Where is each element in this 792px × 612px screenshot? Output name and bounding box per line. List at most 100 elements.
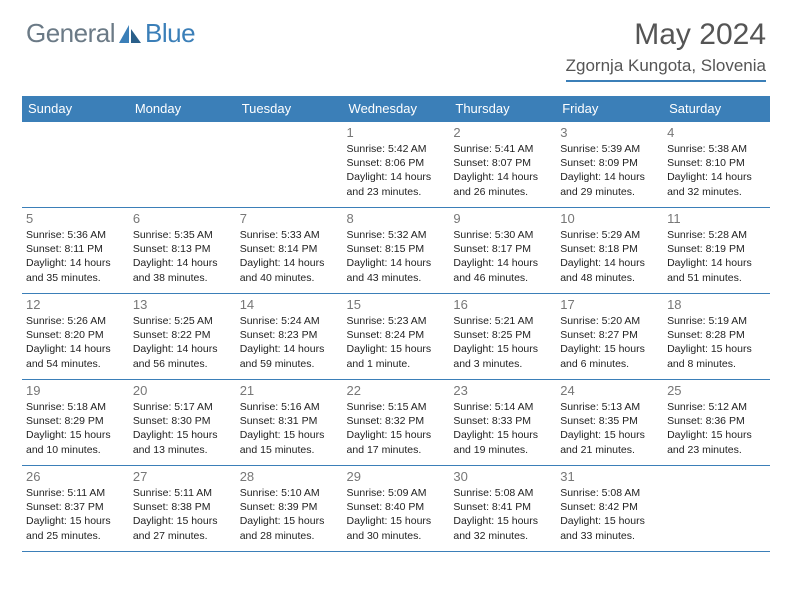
calendar-day-cell: 24Sunrise: 5:13 AMSunset: 8:35 PMDayligh… (556, 380, 663, 466)
weekday-header-row: SundayMondayTuesdayWednesdayThursdayFrid… (22, 96, 770, 122)
day-number: 17 (560, 297, 659, 312)
day-number: 21 (240, 383, 339, 398)
day-info: Sunrise: 5:36 AMSunset: 8:11 PMDaylight:… (26, 228, 125, 285)
day-number: 9 (453, 211, 552, 226)
day-info: Sunrise: 5:39 AMSunset: 8:09 PMDaylight:… (560, 142, 659, 199)
day-number: 30 (453, 469, 552, 484)
day-info: Sunrise: 5:29 AMSunset: 8:18 PMDaylight:… (560, 228, 659, 285)
day-number: 8 (347, 211, 446, 226)
day-number: 22 (347, 383, 446, 398)
day-info: Sunrise: 5:14 AMSunset: 8:33 PMDaylight:… (453, 400, 552, 457)
day-number: 5 (26, 211, 125, 226)
day-number: 10 (560, 211, 659, 226)
day-info: Sunrise: 5:13 AMSunset: 8:35 PMDaylight:… (560, 400, 659, 457)
calendar-day-cell: 29 Sunrise: 5:09 AMSunset: 8:40 PMDayligh… (343, 466, 450, 552)
day-number: 2 (453, 125, 552, 140)
day-number: 28 (240, 469, 339, 484)
day-info: Sunrise: 5:41 AMSunset: 8:07 PMDaylight:… (453, 142, 552, 199)
calendar-day-cell: 25 Sunrise: 5:12 AMSunset: 8:36 PMDayligh… (663, 380, 770, 466)
brand-logo: General Blue (26, 18, 195, 49)
day-info: Sunrise: 5:17 AMSunset: 8:30 PMDaylight:… (133, 400, 232, 457)
day-number: 19 (26, 383, 125, 398)
day-number: 29 (347, 469, 446, 484)
weekday-header: Saturday (663, 96, 770, 122)
brand-part1: General (26, 18, 115, 48)
calendar-day-cell: 15 Sunrise: 5:23 AMSunset: 8:24 PMDayligh… (343, 294, 450, 380)
day-info: Sunrise: 5:16 AMSunset: 8:31 PMDaylight:… (240, 400, 339, 457)
calendar-day-cell: 9 Sunrise: 5:30 AMSunset: 8:17 PMDaylight… (449, 208, 556, 294)
day-info: Sunrise: 5:19 AMSunset: 8:28 PMDaylight:… (667, 314, 766, 371)
day-number: 15 (347, 297, 446, 312)
day-info: Sunrise: 5:08 AMSunset: 8:41 PMDaylight:… (453, 486, 552, 543)
day-info: Sunrise: 5:42 AMSunset: 8:06 PMDaylight:… (347, 142, 446, 199)
calendar-day-cell: 17Sunrise: 5:20 AMSunset: 8:27 PMDayligh… (556, 294, 663, 380)
weekday-header: Monday (129, 96, 236, 122)
brand-text2: Blue (145, 18, 195, 49)
day-number: 16 (453, 297, 552, 312)
calendar-day-cell: 30 Sunrise: 5:08 AMSunset: 8:41 PMDayligh… (449, 466, 556, 552)
weekday-header: Thursday (449, 96, 556, 122)
calendar-wrap: SundayMondayTuesdayWednesdayThursdayFrid… (0, 88, 792, 552)
calendar-week-row: 26 Sunrise: 5:11 AMSunset: 8:37 PMDayligh… (22, 466, 770, 552)
day-info: Sunrise: 5:35 AMSunset: 8:13 PMDaylight:… (133, 228, 232, 285)
calendar-week-row: 12 Sunrise: 5:26 AMSunset: 8:20 PMDayligh… (22, 294, 770, 380)
day-number: 25 (667, 383, 766, 398)
calendar-day-cell: 22 Sunrise: 5:15 AMSunset: 8:32 PMDayligh… (343, 380, 450, 466)
calendar-day-cell: 18 Sunrise: 5:19 AMSunset: 8:28 PMDayligh… (663, 294, 770, 380)
calendar-day-cell: 14Sunrise: 5:24 AMSunset: 8:23 PMDayligh… (236, 294, 343, 380)
day-number: 20 (133, 383, 232, 398)
calendar-day-cell: 3 Sunrise: 5:39 AMSunset: 8:09 PMDaylight… (556, 122, 663, 208)
day-info: Sunrise: 5:09 AMSunset: 8:40 PMDaylight:… (347, 486, 446, 543)
calendar-body: 1Sunrise: 5:42 AMSunset: 8:06 PMDaylight… (22, 122, 770, 552)
day-info: Sunrise: 5:23 AMSunset: 8:24 PMDaylight:… (347, 314, 446, 371)
calendar-empty-cell (236, 122, 343, 208)
calendar-day-cell: 23 Sunrise: 5:14 AMSunset: 8:33 PMDayligh… (449, 380, 556, 466)
calendar-day-cell: 6Sunrise: 5:35 AMSunset: 8:13 PMDaylight… (129, 208, 236, 294)
location-label: Zgornja Kungota, Slovenia (566, 56, 766, 82)
day-info: Sunrise: 5:32 AMSunset: 8:15 PMDaylight:… (347, 228, 446, 285)
calendar-empty-cell (129, 122, 236, 208)
month-title: May 2024 (566, 18, 766, 52)
calendar-day-cell: 4 Sunrise: 5:38 AMSunset: 8:10 PMDaylight… (663, 122, 770, 208)
day-info: Sunrise: 5:18 AMSunset: 8:29 PMDaylight:… (26, 400, 125, 457)
day-number: 11 (667, 211, 766, 226)
day-info: Sunrise: 5:25 AMSunset: 8:22 PMDaylight:… (133, 314, 232, 371)
day-info: Sunrise: 5:11 AMSunset: 8:38 PMDaylight:… (133, 486, 232, 543)
calendar-week-row: 1Sunrise: 5:42 AMSunset: 8:06 PMDaylight… (22, 122, 770, 208)
day-number: 31 (560, 469, 659, 484)
day-info: Sunrise: 5:38 AMSunset: 8:10 PMDaylight:… (667, 142, 766, 199)
calendar-day-cell: 28 Sunrise: 5:10 AMSunset: 8:39 PMDayligh… (236, 466, 343, 552)
day-info: Sunrise: 5:30 AMSunset: 8:17 PMDaylight:… (453, 228, 552, 285)
calendar-day-cell: 8 Sunrise: 5:32 AMSunset: 8:15 PMDaylight… (343, 208, 450, 294)
calendar-day-cell: 1Sunrise: 5:42 AMSunset: 8:06 PMDaylight… (343, 122, 450, 208)
day-number: 26 (26, 469, 125, 484)
day-info: Sunrise: 5:10 AMSunset: 8:39 PMDaylight:… (240, 486, 339, 543)
calendar-day-cell: 31Sunrise: 5:08 AMSunset: 8:42 PMDayligh… (556, 466, 663, 552)
calendar-empty-cell (663, 466, 770, 552)
calendar-day-cell: 16Sunrise: 5:21 AMSunset: 8:25 PMDayligh… (449, 294, 556, 380)
day-info: Sunrise: 5:11 AMSunset: 8:37 PMDaylight:… (26, 486, 125, 543)
calendar-week-row: 5 Sunrise: 5:36 AMSunset: 8:11 PMDaylight… (22, 208, 770, 294)
day-number: 13 (133, 297, 232, 312)
day-info: Sunrise: 5:26 AMSunset: 8:20 PMDaylight:… (26, 314, 125, 371)
calendar-day-cell: 27 Sunrise: 5:11 AMSunset: 8:38 PMDayligh… (129, 466, 236, 552)
day-number: 23 (453, 383, 552, 398)
day-number: 27 (133, 469, 232, 484)
day-number: 4 (667, 125, 766, 140)
day-info: Sunrise: 5:15 AMSunset: 8:32 PMDaylight:… (347, 400, 446, 457)
calendar-day-cell: 21 Sunrise: 5:16 AMSunset: 8:31 PMDayligh… (236, 380, 343, 466)
day-info: Sunrise: 5:28 AMSunset: 8:19 PMDaylight:… (667, 228, 766, 285)
calendar-table: SundayMondayTuesdayWednesdayThursdayFrid… (22, 96, 770, 552)
weekday-header: Sunday (22, 96, 129, 122)
day-number: 3 (560, 125, 659, 140)
calendar-day-cell: 26 Sunrise: 5:11 AMSunset: 8:37 PMDayligh… (22, 466, 129, 552)
day-number: 18 (667, 297, 766, 312)
calendar-day-cell: 10 Sunrise: 5:29 AMSunset: 8:18 PMDayligh… (556, 208, 663, 294)
day-number: 14 (240, 297, 339, 312)
sail-icon (119, 25, 141, 43)
day-number: 7 (240, 211, 339, 226)
brand-part2: Blue (145, 18, 195, 48)
day-number: 12 (26, 297, 125, 312)
calendar-day-cell: 5 Sunrise: 5:36 AMSunset: 8:11 PMDaylight… (22, 208, 129, 294)
day-info: Sunrise: 5:12 AMSunset: 8:36 PMDaylight:… (667, 400, 766, 457)
